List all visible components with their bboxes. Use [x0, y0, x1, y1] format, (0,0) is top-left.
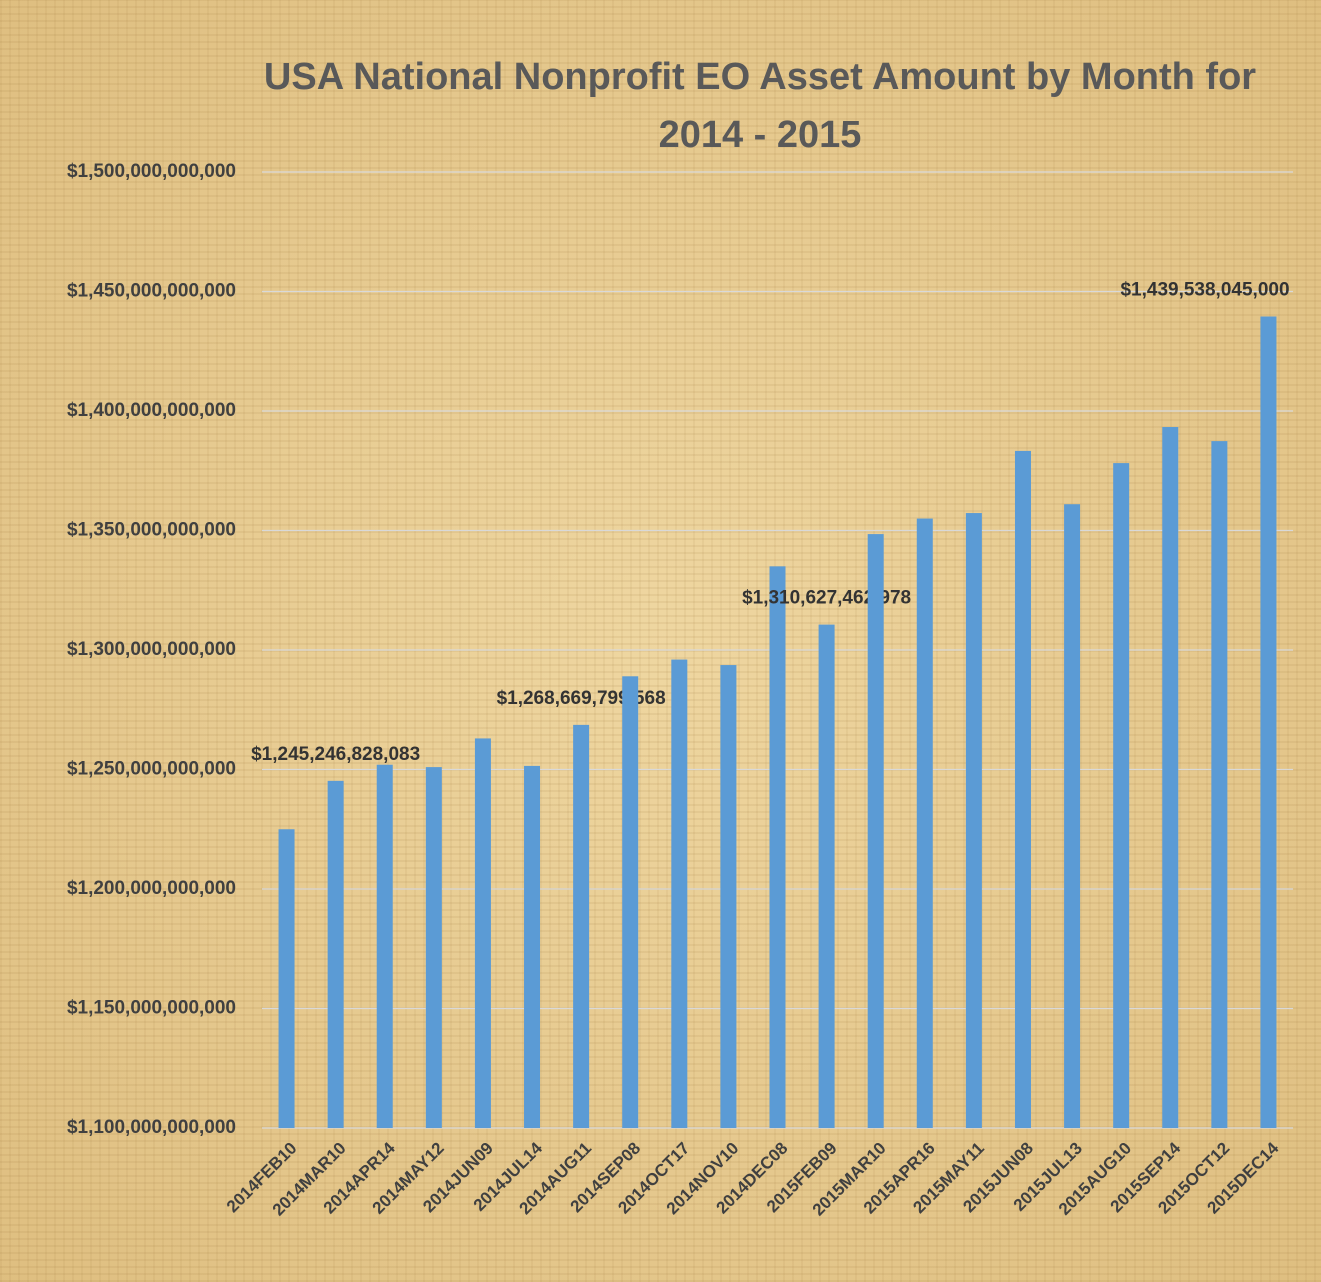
bar	[1014, 450, 1031, 1129]
bar	[965, 513, 982, 1128]
y-tick-label: $1,200,000,000,000	[67, 878, 236, 899]
bar	[327, 780, 344, 1128]
bar	[1162, 427, 1179, 1128]
bar	[1113, 463, 1130, 1128]
data-label: $1,439,538,045,000	[1120, 280, 1289, 301]
y-tick-label: $1,300,000,000,000	[67, 639, 236, 660]
bar	[474, 738, 491, 1128]
bar	[671, 659, 688, 1128]
bar	[769, 566, 786, 1128]
bar	[573, 724, 590, 1128]
y-tick-label: $1,350,000,000,000	[67, 520, 236, 541]
data-label: $1,245,246,828,083	[251, 744, 420, 765]
bar	[720, 665, 737, 1128]
data-label: $1,310,627,462,978	[742, 588, 911, 609]
y-tick-label: $1,500,000,000,000	[67, 161, 236, 182]
bar	[425, 767, 442, 1128]
y-tick-label: $1,250,000,000,000	[67, 759, 236, 780]
bar	[1260, 316, 1277, 1129]
y-tick-label: $1,150,000,000,000	[67, 998, 236, 1019]
bar	[376, 764, 393, 1128]
y-tick-label: $1,450,000,000,000	[67, 281, 236, 302]
bar	[867, 534, 884, 1128]
data-label: $1,268,669,799,568	[497, 688, 666, 709]
bar	[1064, 504, 1081, 1129]
chart-title: USA National Nonprofit EO Asset Amount b…	[263, 56, 1257, 156]
y-tick-label: $1,100,000,000,000	[67, 1117, 236, 1138]
y-tick-label: $1,400,000,000,000	[67, 400, 236, 421]
bar	[622, 676, 639, 1128]
bar	[916, 518, 933, 1128]
bar	[1211, 441, 1228, 1128]
bar	[818, 624, 835, 1128]
bar	[278, 829, 295, 1128]
bar	[524, 765, 541, 1128]
